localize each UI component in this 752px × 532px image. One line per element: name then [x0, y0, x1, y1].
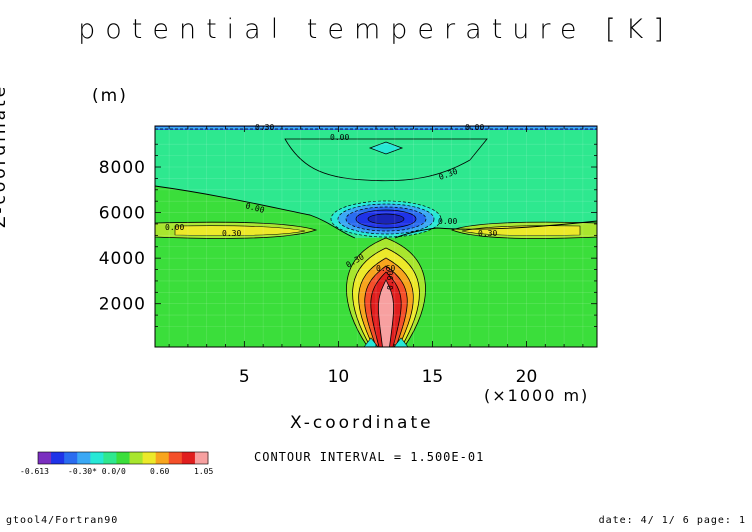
contour-label-1: 0.00 [330, 133, 349, 142]
field-right-lens-inner [461, 225, 581, 236]
colorbar-swatch-0 [38, 452, 52, 464]
colorbar-swatch-8 [142, 452, 157, 464]
contour-label-0: 0.30 [255, 123, 274, 132]
x-axis-label: X-coordinate [290, 413, 434, 433]
colorbar-swatch-7 [129, 452, 144, 464]
contour-fields [154, 126, 598, 348]
colorbar-label-060: 0.60 [150, 467, 170, 476]
colorbar-swatch-3 [77, 452, 91, 464]
colorbar-label-max: 1.05 [194, 467, 214, 476]
colorbar-swatch-5 [103, 452, 117, 464]
y-tick-label: 6000 [99, 204, 146, 224]
chart-title: potential temperature [K] [78, 14, 674, 45]
field-plume-5 [378, 279, 394, 348]
field-top-trapezoid [284, 138, 488, 182]
contour-label-5: 0.00 [438, 217, 457, 226]
field-upper-layer [155, 126, 597, 238]
x-tick-label: 10 [328, 367, 350, 387]
colorbar-swatch-11 [181, 452, 196, 464]
colorbar-swatch-4 [90, 452, 104, 464]
contour-line-upper-left [154, 185, 356, 239]
contour-label-11: 0.90 [386, 271, 395, 290]
y-axis-label: Z-coordinate [0, 83, 10, 228]
y-tick-label: 2000 [99, 295, 146, 315]
contour-labels: 0.300.000.000.300.000.000.000.30 0.300.30… [165, 123, 497, 290]
colorbar-swatch-12 [194, 452, 209, 464]
colorbar [37, 451, 209, 465]
footer-software: gtool4/Fortran90 [6, 515, 119, 526]
contour-label-2: 0.00 [465, 123, 484, 132]
colorbar-swatch-2 [64, 452, 78, 464]
colorbar-label-overlap: -0.30* 0.0/0 [68, 467, 126, 476]
contour-label-8: 0.30 [478, 229, 497, 238]
y-tick-label: 4000 [99, 249, 146, 269]
field-negative-ring-4 [367, 213, 405, 225]
colorbar-border [37, 451, 209, 465]
x-tick-label: 5 [239, 367, 250, 387]
field-left-lens-inner [174, 225, 306, 236]
colorbar-swatch-6 [116, 452, 131, 464]
contour-label-10: 0.60 [376, 264, 395, 273]
x-axis-unit: (×1000 m) [484, 386, 590, 405]
colorbar-swatch-10 [168, 452, 183, 464]
footer-date-page: date: 4/ 1/ 6 page: 1 [598, 515, 746, 526]
contour-interval-text: CONTOUR INTERVAL = 1.500E-01 [254, 450, 485, 464]
y-axis-unit: (m) [92, 86, 128, 106]
grid-lines [155, 126, 597, 347]
field-top-diamond [368, 141, 404, 155]
x-tick-label: 15 [422, 367, 444, 387]
colorbar-swatch-9 [155, 452, 170, 464]
colorbar-label-min: -0.613 [20, 467, 49, 476]
contour-label-7: 0.30 [222, 229, 241, 238]
y-tick-label: 8000 [99, 158, 146, 178]
contour-label-6: 0.00 [165, 223, 184, 232]
colorbar-swatch-1 [51, 452, 65, 464]
contour-line-upper-right [394, 220, 598, 239]
axis-ticks: 5 10 15 20 2000 4000 6000 8000 [99, 126, 597, 387]
x-tick-label: 20 [516, 367, 538, 387]
